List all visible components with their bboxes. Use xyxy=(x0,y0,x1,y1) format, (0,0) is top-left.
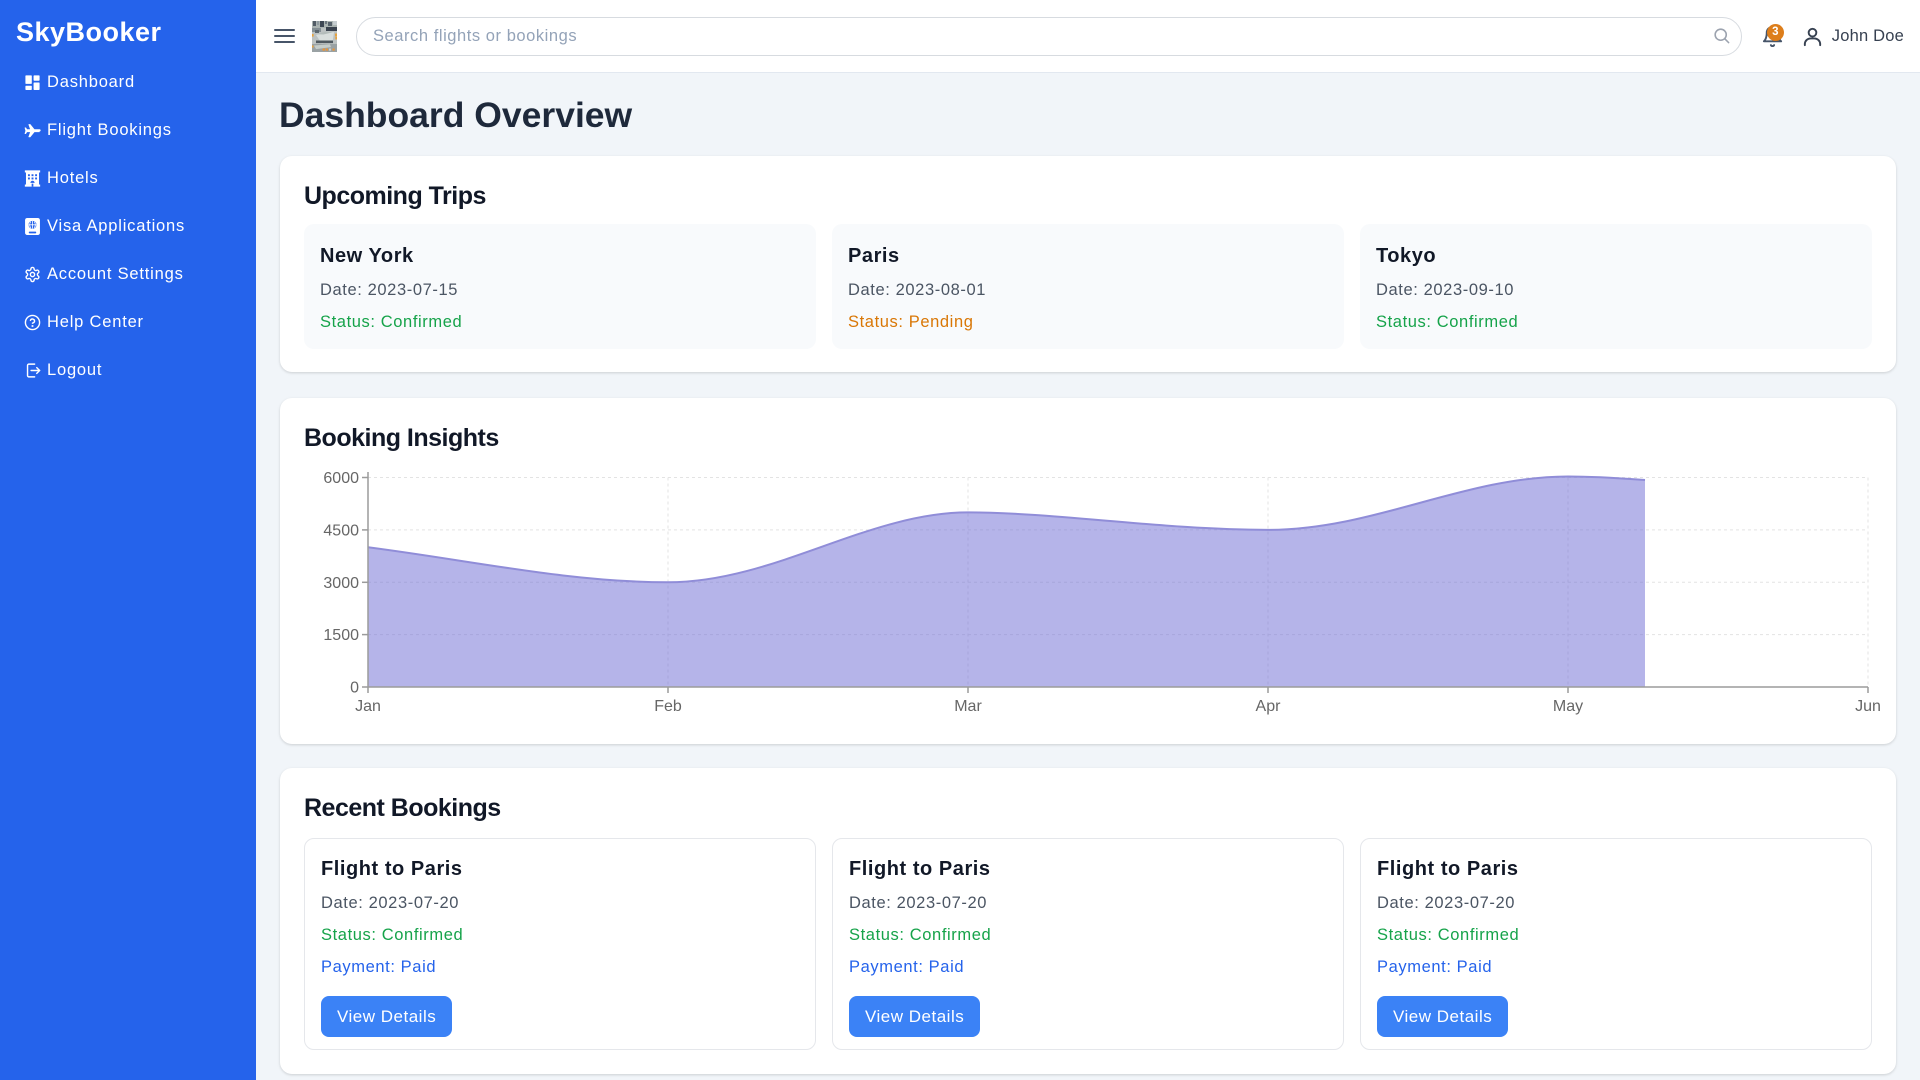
svg-text:Mar: Mar xyxy=(954,698,982,715)
svg-text:May: May xyxy=(1553,698,1583,715)
svg-text:3000: 3000 xyxy=(323,575,359,592)
svg-text:Jun: Jun xyxy=(1855,698,1881,715)
svg-text:1500: 1500 xyxy=(323,627,359,644)
svg-text:4500: 4500 xyxy=(323,522,359,539)
svg-text:Jan: Jan xyxy=(355,698,381,715)
svg-text:Feb: Feb xyxy=(654,698,682,715)
svg-text:0: 0 xyxy=(350,680,359,697)
svg-text:6000: 6000 xyxy=(323,470,359,487)
svg-text:Apr: Apr xyxy=(1256,698,1282,715)
